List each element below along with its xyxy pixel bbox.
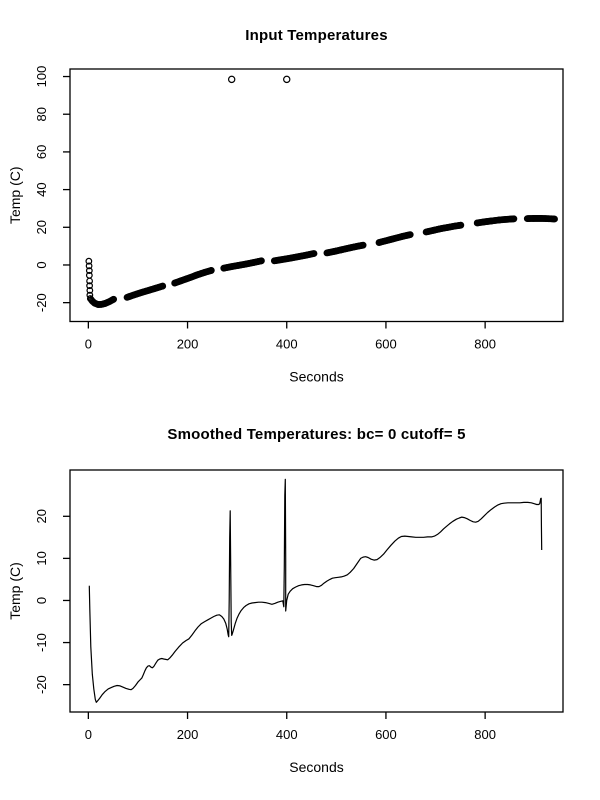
data-point-circle [159, 282, 167, 290]
data-point-circle [258, 257, 265, 265]
smoothed-temperature-line [88, 478, 543, 703]
data-point-circle [110, 295, 118, 303]
top-y-tick-label: 0 [34, 261, 49, 268]
data-point-circle [207, 267, 215, 274]
top-x-axis-label: Seconds [289, 369, 343, 385]
data-point-circle [457, 221, 465, 229]
outlier-point-circle [283, 75, 291, 84]
top-y-tick-label: 60 [34, 145, 49, 159]
top-y-axis-label: Temp (C) [7, 166, 23, 224]
data-point-circle [551, 215, 558, 223]
data-point-circle [406, 231, 414, 239]
top-y-tick-label: -20 [34, 293, 49, 312]
top-x-tick-label: 400 [276, 337, 298, 352]
data-point-circle [86, 277, 93, 285]
outlier-point-circle [227, 75, 236, 84]
top-y-tick-label: 80 [34, 107, 49, 121]
data-point-circle [85, 262, 93, 270]
bottom-y-tick-label: 10 [34, 551, 49, 565]
bottom-chart-title: Smoothed Temperatures: bc= 0 cutoff= 5 [167, 426, 466, 443]
bottom-x-tick-label: 400 [276, 727, 298, 742]
data-point-circle [86, 282, 93, 290]
top-chart-title: Input Temperatures [245, 27, 388, 44]
bottom-y-tick-label: 0 [34, 597, 49, 604]
data-point-circle [510, 215, 518, 223]
bottom-y-tick-label: -20 [34, 675, 49, 694]
bottom-y-axis-label: Temp (C) [7, 562, 23, 620]
top-x-tick-label: 0 [85, 337, 92, 352]
top-x-tick-label: 200 [177, 337, 199, 352]
bottom-y-tick-label: 20 [34, 509, 49, 523]
data-point-circle [85, 257, 93, 265]
bottom-x-tick-label: 800 [474, 727, 496, 742]
bottom-x-tick-label: 0 [85, 727, 92, 742]
top-y-tick-label: 40 [34, 182, 49, 196]
top-plot-box [69, 68, 564, 323]
data-point-circle [359, 241, 367, 249]
data-point-circle [310, 250, 318, 257]
top-y-tick-label: 100 [34, 66, 49, 88]
data-point-circle [85, 267, 93, 275]
data-point-circle [86, 287, 94, 294]
bottom-x-axis-label: Seconds [289, 759, 343, 775]
top-y-tick-label: 20 [34, 220, 49, 234]
bottom-y-tick-label: -10 [34, 633, 49, 652]
bottom-plot-box [69, 469, 564, 713]
bottom-x-tick-label: 200 [177, 727, 199, 742]
top-x-tick-label: 600 [375, 337, 397, 352]
bottom-x-tick-label: 600 [375, 727, 397, 742]
top-x-tick-label: 800 [474, 337, 496, 352]
